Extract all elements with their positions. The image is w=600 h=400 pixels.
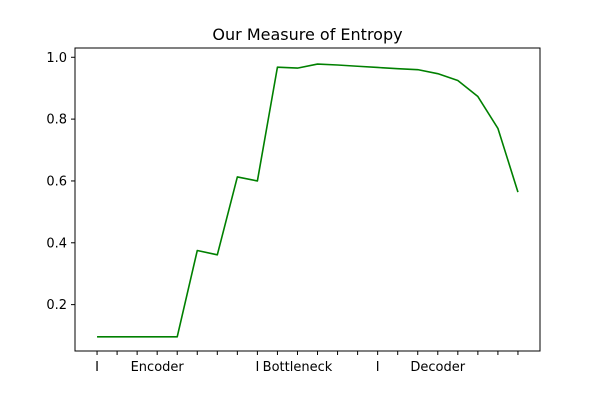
x-tick-label: I <box>376 360 380 375</box>
x-tick-label: Bottleneck <box>263 360 333 375</box>
y-tick-label: 0.4 <box>46 236 67 251</box>
y-tick-label: 1.0 <box>46 51 67 66</box>
x-tick-label: Encoder <box>131 360 185 375</box>
y-tick-label: 0.6 <box>46 174 67 189</box>
y-axis: 0.2 0.4 0.6 0.8 1.0 <box>46 51 75 313</box>
x-tick-label: Decoder <box>410 360 465 375</box>
series-group <box>97 63 519 338</box>
x-axis: I Encoder I Bottleneck I Decoder <box>95 351 519 375</box>
plot-frame <box>74 47 541 352</box>
x-tick-label: I <box>95 360 99 375</box>
x-tick-label: I <box>255 360 259 375</box>
series-line <box>97 63 519 338</box>
y-tick-label: 0.8 <box>46 113 67 128</box>
y-tick-label: 0.2 <box>46 298 67 313</box>
chart-title: Our Measure of Entropy <box>212 25 402 44</box>
